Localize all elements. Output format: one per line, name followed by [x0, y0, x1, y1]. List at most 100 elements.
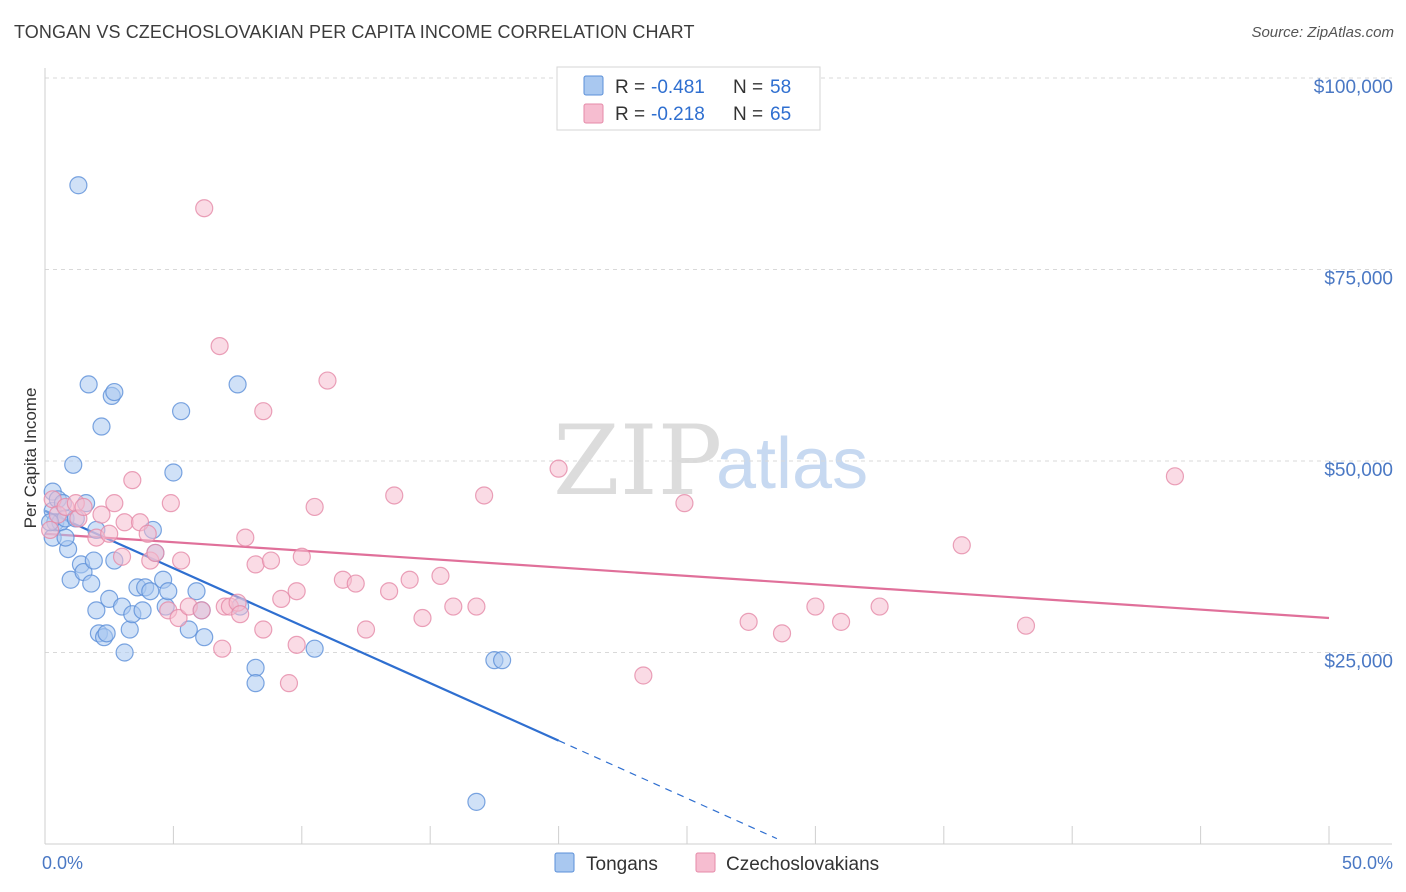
y-tick-labels: $25,000 $50,000 $75,000 $100,000 — [1314, 77, 1393, 673]
point-czechoslovakians-17 — [146, 543, 165, 563]
series-label-tongans: Tongans — [586, 854, 658, 875]
series-label-czechoslovakians: Czechoslovakians — [726, 854, 879, 875]
point-tongans-22 — [92, 417, 111, 436]
stats-legend: R = -0.481 N = 58 R = -0.218 N = 65 — [556, 66, 821, 131]
point-tongans-12 — [69, 176, 88, 195]
point-tongans-20 — [87, 601, 106, 620]
series-czechoslovakians — [41, 199, 1185, 693]
point-czechoslovakians-6 — [74, 497, 93, 517]
point-czechoslovakians-26 — [213, 639, 232, 658]
point-czechoslovakians-55 — [634, 666, 653, 685]
point-czechoslovakians-10 — [105, 494, 124, 513]
point-czechoslovakians-34 — [254, 620, 273, 639]
point-tongans-28 — [105, 382, 124, 402]
point-czechoslovakians-46 — [380, 582, 399, 601]
data-points — [41, 176, 1185, 811]
legend-n-label-1: N = — [733, 77, 763, 98]
legend-n-value-2: 65 — [770, 104, 791, 125]
point-czechoslovakians-48 — [400, 570, 419, 589]
point-czechoslovakians-8 — [92, 505, 111, 524]
source-credit: Source: ZipAtlas.com — [1251, 24, 1394, 41]
point-tongans-42 — [164, 463, 183, 482]
point-czechoslovakians-41 — [305, 497, 324, 517]
point-czechoslovakians-53 — [475, 486, 494, 505]
point-czechoslovakians-32 — [246, 555, 265, 574]
point-tongans-34 — [133, 601, 152, 620]
trend-lines — [44, 509, 1330, 840]
point-tongans-47 — [195, 628, 214, 647]
y-tick-label-75000: $75,000 — [1324, 269, 1393, 290]
point-czechoslovakians-50 — [431, 566, 450, 586]
legend-r-label-1: R = — [615, 77, 645, 98]
x-tick-label-max: 50.0% — [1342, 853, 1393, 873]
y-tick-label-50000: $50,000 — [1324, 460, 1393, 481]
point-tongans-24 — [97, 624, 116, 643]
point-tongans-52 — [305, 639, 324, 658]
point-czechoslovakians-30 — [231, 605, 250, 624]
legend-r-value-2: -0.218 — [651, 104, 705, 125]
point-tongans-43 — [172, 402, 191, 421]
legend-n-value-1: 58 — [770, 77, 791, 98]
legend-swatch-tongans — [583, 75, 604, 96]
point-czechoslovakians-23 — [192, 601, 211, 620]
point-tongans-16 — [79, 375, 98, 394]
point-tongans-30 — [115, 643, 134, 662]
series-legend: Tongans Czechoslovakians — [554, 852, 879, 875]
series-swatch-czechoslovakians — [695, 852, 716, 873]
point-tongans-9 — [56, 528, 75, 547]
point-czechoslovakians-52 — [467, 597, 486, 616]
point-czechoslovakians-44 — [346, 574, 365, 593]
point-czechoslovakians-61 — [870, 597, 889, 616]
point-czechoslovakians-51 — [444, 597, 463, 616]
point-czechoslovakians-37 — [279, 674, 299, 693]
point-czechoslovakians-45 — [356, 620, 376, 639]
point-czechoslovakians-9 — [100, 524, 119, 543]
watermark-atlas: atlas — [716, 424, 868, 504]
point-tongans-31 — [120, 620, 139, 639]
point-tongans-36 — [141, 582, 160, 601]
point-czechoslovakians-57 — [739, 612, 758, 631]
point-tongans-17 — [82, 574, 101, 593]
point-czechoslovakians-35 — [261, 551, 281, 570]
point-czechoslovakians-0 — [41, 520, 60, 540]
point-czechoslovakians-15 — [138, 524, 157, 543]
series-tongans — [41, 176, 512, 811]
point-czechoslovakians-25 — [210, 337, 229, 356]
point-tongans-48 — [228, 375, 247, 394]
point-czechoslovakians-49 — [413, 608, 432, 628]
point-czechoslovakians-40 — [292, 547, 311, 566]
point-czechoslovakians-20 — [169, 608, 188, 628]
trend-line-czechoslovakians — [44, 532, 1330, 620]
point-tongans-18 — [84, 551, 103, 570]
legend-r-label-2: R = — [615, 104, 645, 125]
point-czechoslovakians-59 — [806, 597, 825, 616]
point-tongans-50 — [246, 658, 265, 677]
point-tongans-45 — [187, 582, 206, 601]
point-czechoslovakians-54 — [549, 459, 568, 478]
point-czechoslovakians-36 — [272, 589, 291, 608]
point-czechoslovakians-58 — [772, 624, 792, 643]
point-czechoslovakians-56 — [675, 494, 694, 513]
point-czechoslovakians-31 — [236, 528, 255, 547]
point-czechoslovakians-38 — [287, 582, 306, 601]
point-czechoslovakians-11 — [112, 547, 132, 566]
point-czechoslovakians-12 — [115, 513, 134, 532]
point-czechoslovakians-21 — [172, 551, 191, 570]
x-tick-label-min: 0.0% — [42, 853, 83, 873]
axes — [44, 68, 1392, 845]
point-tongans-11 — [64, 455, 83, 474]
point-czechoslovakians-13 — [123, 471, 142, 490]
y-tick-label-100000: $100,000 — [1314, 77, 1393, 98]
legend-n-label-2: N = — [733, 104, 763, 125]
point-czechoslovakians-63 — [1016, 616, 1036, 635]
point-tongans-44 — [179, 620, 198, 639]
trend-line-tongans — [44, 509, 560, 742]
chart-title: TONGAN VS CZECHOSLOVAKIAN PER CAPITA INC… — [14, 22, 695, 42]
point-tongans-51 — [246, 674, 265, 693]
point-czechoslovakians-33 — [254, 402, 273, 421]
point-czechoslovakians-39 — [287, 635, 306, 654]
point-czechoslovakians-60 — [831, 612, 851, 631]
y-tick-label-25000: $25,000 — [1324, 652, 1393, 673]
point-tongans-55 — [493, 651, 512, 670]
point-czechoslovakians-19 — [161, 494, 180, 513]
